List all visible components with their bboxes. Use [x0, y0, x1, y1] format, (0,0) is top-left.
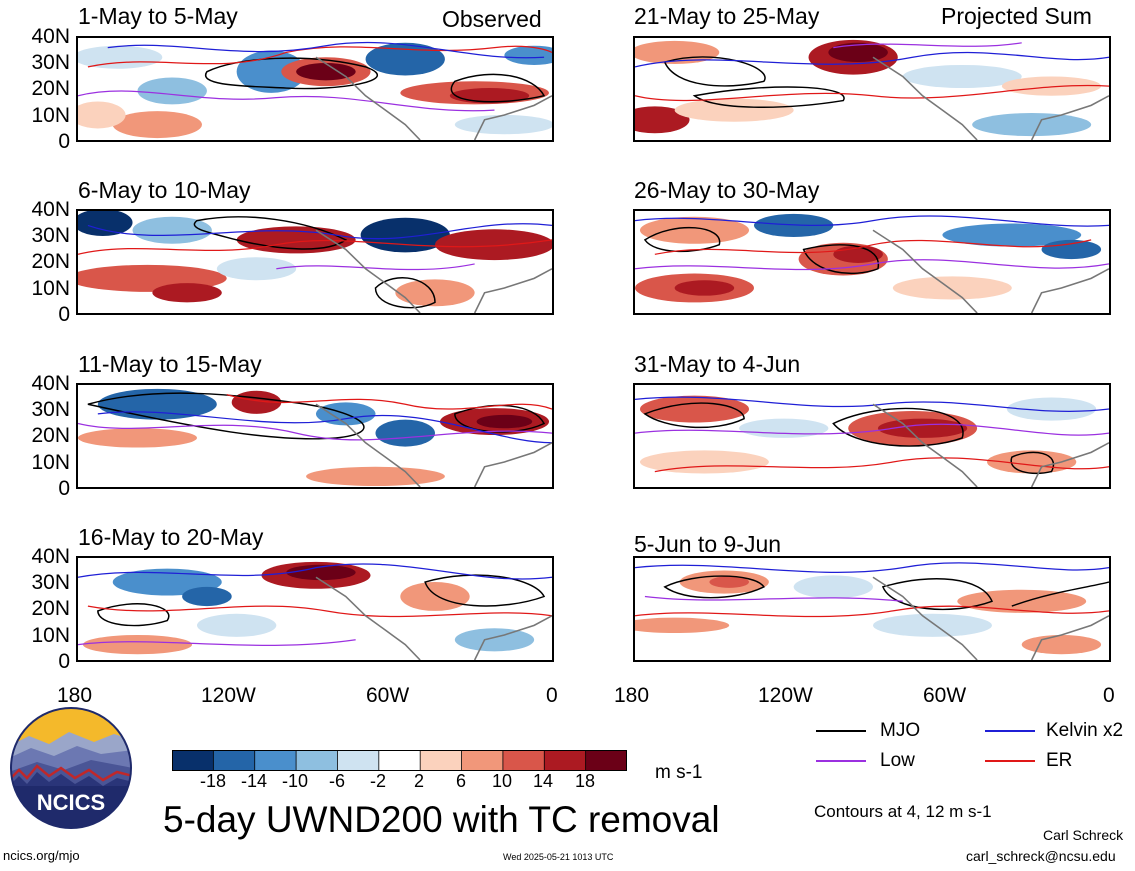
colorbar-cell [171, 749, 215, 772]
colorbar-cell [254, 749, 297, 772]
author-name: Carl Schreck [1043, 827, 1124, 843]
colorbar-tick-label: 14 [532, 771, 554, 791]
colorbar-tick-label: -2 [369, 771, 386, 791]
map-panel-31-may-4-jun [633, 383, 1111, 489]
lat-label: 30N [31, 571, 70, 594]
lat-label: 10N [31, 624, 70, 647]
ncics-logo: NCICS [9, 706, 133, 830]
projected-sum-header: Projected Sum [941, 3, 1092, 29]
map-panel-1-may-5-may [76, 36, 554, 142]
colorbar-cell [502, 749, 546, 772]
lat-label: 20N [31, 597, 70, 620]
panel-title: 5-Jun to 9-Jun [634, 531, 782, 557]
lat-label: 40N [31, 25, 70, 48]
panel-title: 31-May to 4-Jun [634, 351, 801, 377]
lat-label: 10N [31, 277, 70, 300]
colorbar-tick-label: -14 [240, 771, 267, 791]
lon-label: 120W [201, 684, 256, 707]
lat-label: 30N [31, 398, 70, 421]
colorbar-cell [419, 749, 463, 772]
observed-header: Observed [442, 6, 542, 32]
lat-label: 0 [58, 477, 70, 500]
panel-title: 26-May to 30-May [634, 177, 820, 203]
colorbar-tick-label: -6 [328, 771, 345, 791]
panel-title: 6-May to 10-May [78, 177, 251, 203]
colorbar-tick-label: -10 [281, 771, 308, 791]
legend-swatch [985, 730, 1035, 732]
panel-title: 21-May to 25-May [634, 3, 820, 29]
lat-label: 40N [31, 372, 70, 395]
legend-swatch [816, 730, 866, 732]
colorbar-cell [585, 749, 628, 772]
lat-label: 0 [58, 303, 70, 326]
contours-note: Contours at 4, 12 m s-1 [814, 802, 992, 821]
colorbar-tick-label: 18 [574, 771, 596, 791]
lon-label: 60W [366, 684, 410, 707]
legend-label: MJO [880, 720, 921, 741]
lon-label: 0 [1103, 684, 1115, 707]
colorbar-cell [337, 749, 380, 772]
colorbar-cell [543, 749, 587, 772]
colorbar-cell [461, 749, 504, 772]
legend-label: Kelvin x2 [1046, 720, 1124, 741]
map-panel-21-may-25-may [633, 36, 1111, 142]
panel-title: 11-May to 15-May [78, 351, 262, 377]
map-panel-26-may-30-may [633, 209, 1111, 315]
timestamp: Wed 2025-05-21 1013 UTC [503, 852, 614, 862]
lat-label: 0 [58, 130, 70, 153]
lat-label: 0 [58, 650, 70, 673]
legend-swatch [816, 760, 866, 762]
panel-title: 1-May to 5-May [78, 3, 238, 29]
colorbar-tick-label: 6 [455, 771, 466, 791]
legend-label: ER [1046, 750, 1073, 771]
lat-label: 30N [31, 224, 70, 247]
legend-swatch [985, 760, 1035, 762]
lat-label: 20N [31, 424, 70, 447]
map-panel-5-jun-9-jun [633, 556, 1111, 662]
panel-title: 16-May to 20-May [78, 524, 264, 550]
colorbar-tick-label: 10 [491, 771, 513, 791]
map-panel-11-may-15-may [76, 383, 554, 489]
lon-label: 0 [546, 684, 558, 707]
colorbar-cell [212, 749, 256, 772]
lat-label: 10N [31, 104, 70, 127]
colorbar [171, 749, 628, 772]
main-title: 5-day UWND200 with TC removal [163, 799, 720, 840]
lat-label: 40N [31, 545, 70, 568]
map-panel-16-may-20-may [76, 556, 554, 662]
colorbar-tick-label: 2 [413, 771, 424, 791]
lat-label: 40N [31, 198, 70, 221]
legend-label: Low [880, 750, 915, 771]
lon-label: 120W [758, 684, 813, 707]
author-email[interactable]: carl_schreck@ncsu.edu [966, 848, 1116, 864]
logo-text: NCICS [37, 790, 105, 815]
colorbar-cell [378, 749, 422, 772]
lon-label: 180 [57, 684, 93, 707]
map-panel-6-may-10-may [76, 209, 554, 315]
lat-label: 10N [31, 451, 70, 474]
lon-label: 180 [614, 684, 650, 707]
lon-label: 60W [923, 684, 967, 707]
colorbar-cell [295, 749, 339, 772]
lat-label: 20N [31, 77, 70, 100]
colorbar-tick-label: -18 [199, 771, 226, 791]
colorbar-units: m s-1 [655, 762, 703, 783]
lat-label: 20N [31, 250, 70, 273]
lat-label: 30N [31, 51, 70, 74]
ncics-url[interactable]: ncics.org/mjo [3, 848, 80, 863]
